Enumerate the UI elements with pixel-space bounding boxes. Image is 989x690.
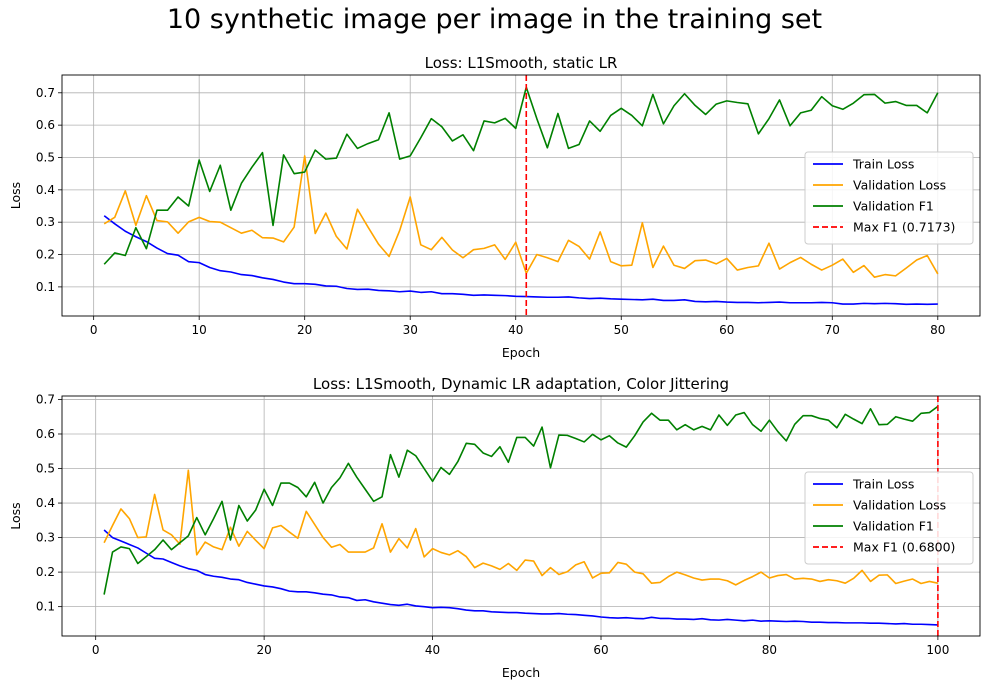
x-tick-label: 50 [614,323,629,337]
y-axis-label: Loss [8,502,23,529]
x-tick-label: 60 [719,323,734,337]
y-tick-label: 0.7 [36,86,55,100]
y-tick-label: 0.2 [36,565,55,579]
y-tick-label: 0.5 [36,462,55,476]
x-tick-label: 80 [762,643,777,657]
series-line-validation-f1 [103,405,939,595]
panel-static-lr: 0 10 20 30 40 50 60 70 80 0.1 0.2 0.3 0.4 0.5 0.6 0.7 Lo… [8,54,981,360]
x-tick-label: 10 [192,323,207,337]
x-axis-label: Epoch [502,345,540,360]
x-tick-label: 40 [425,643,440,657]
y-tick-label: 0.1 [36,280,55,294]
legend-label: Validation F1 [853,199,934,214]
panel-dynamic-lr: 0 20 40 60 80 100 0.1 0.2 0.3 0.4 0.5 0.6 0.7 Loss: L… [8,375,981,680]
series-line-validation-loss [103,469,939,586]
plot-frame [61,395,981,637]
y-tick-label: 0.4 [36,183,55,197]
x-tick-label: 70 [825,323,840,337]
y-tick-label: 0.1 [36,600,55,614]
y-tick-label: 0.3 [36,531,55,545]
series-line-validation-f1 [103,86,939,265]
legend-label: Validation Loss [853,498,946,513]
x-tick-label: 20 [297,323,312,337]
y-tick-label: 0.7 [36,392,55,406]
y-tick-label: 0.6 [36,118,55,132]
panel-title: Loss: L1Smooth, static LR [425,54,618,72]
legend-box [804,151,974,245]
series-line-train-loss [103,215,938,306]
y-tick-label: 0.3 [36,215,55,229]
legend-label: Validation Loss [853,178,946,193]
legend-label: Train Loss [852,477,914,492]
plot-frame [61,74,981,317]
figure-title: 10 synthetic image per image in the trai… [166,4,823,35]
legend-label: Train Loss [852,157,914,172]
x-tick-label: 20 [256,643,271,657]
y-axis-label: Loss [8,182,23,209]
legend-label: Validation F1 [853,519,934,534]
legend: Train Loss Validation Loss Validation F1 Ma… [804,151,974,245]
x-tick-label: 0 [90,323,98,337]
series-line-validation-loss [103,155,939,278]
x-tick-label: 100 [926,643,949,657]
series-line-train-loss [103,529,938,626]
x-tick-label: 80 [930,323,945,337]
x-tick-label: 0 [92,643,100,657]
x-tick-label: 30 [403,323,418,337]
x-tick-label: 60 [593,643,608,657]
y-tick-label: 0.6 [36,427,55,441]
legend-box [804,471,974,565]
legend-label: Max F1 (0.7173) [853,220,955,235]
panel-title: Loss: L1Smooth, Dynamic LR adaptation, C… [313,375,729,393]
legend: Train Loss Validation Loss Validation F1 Ma… [804,471,974,565]
x-axis-label: Epoch [502,665,540,680]
legend-label: Max F1 (0.6800) [853,540,955,555]
x-tick-label: 40 [508,323,523,337]
y-tick-label: 0.5 [36,150,55,164]
y-tick-label: 0.2 [36,248,55,262]
y-tick-label: 0.4 [36,496,55,510]
